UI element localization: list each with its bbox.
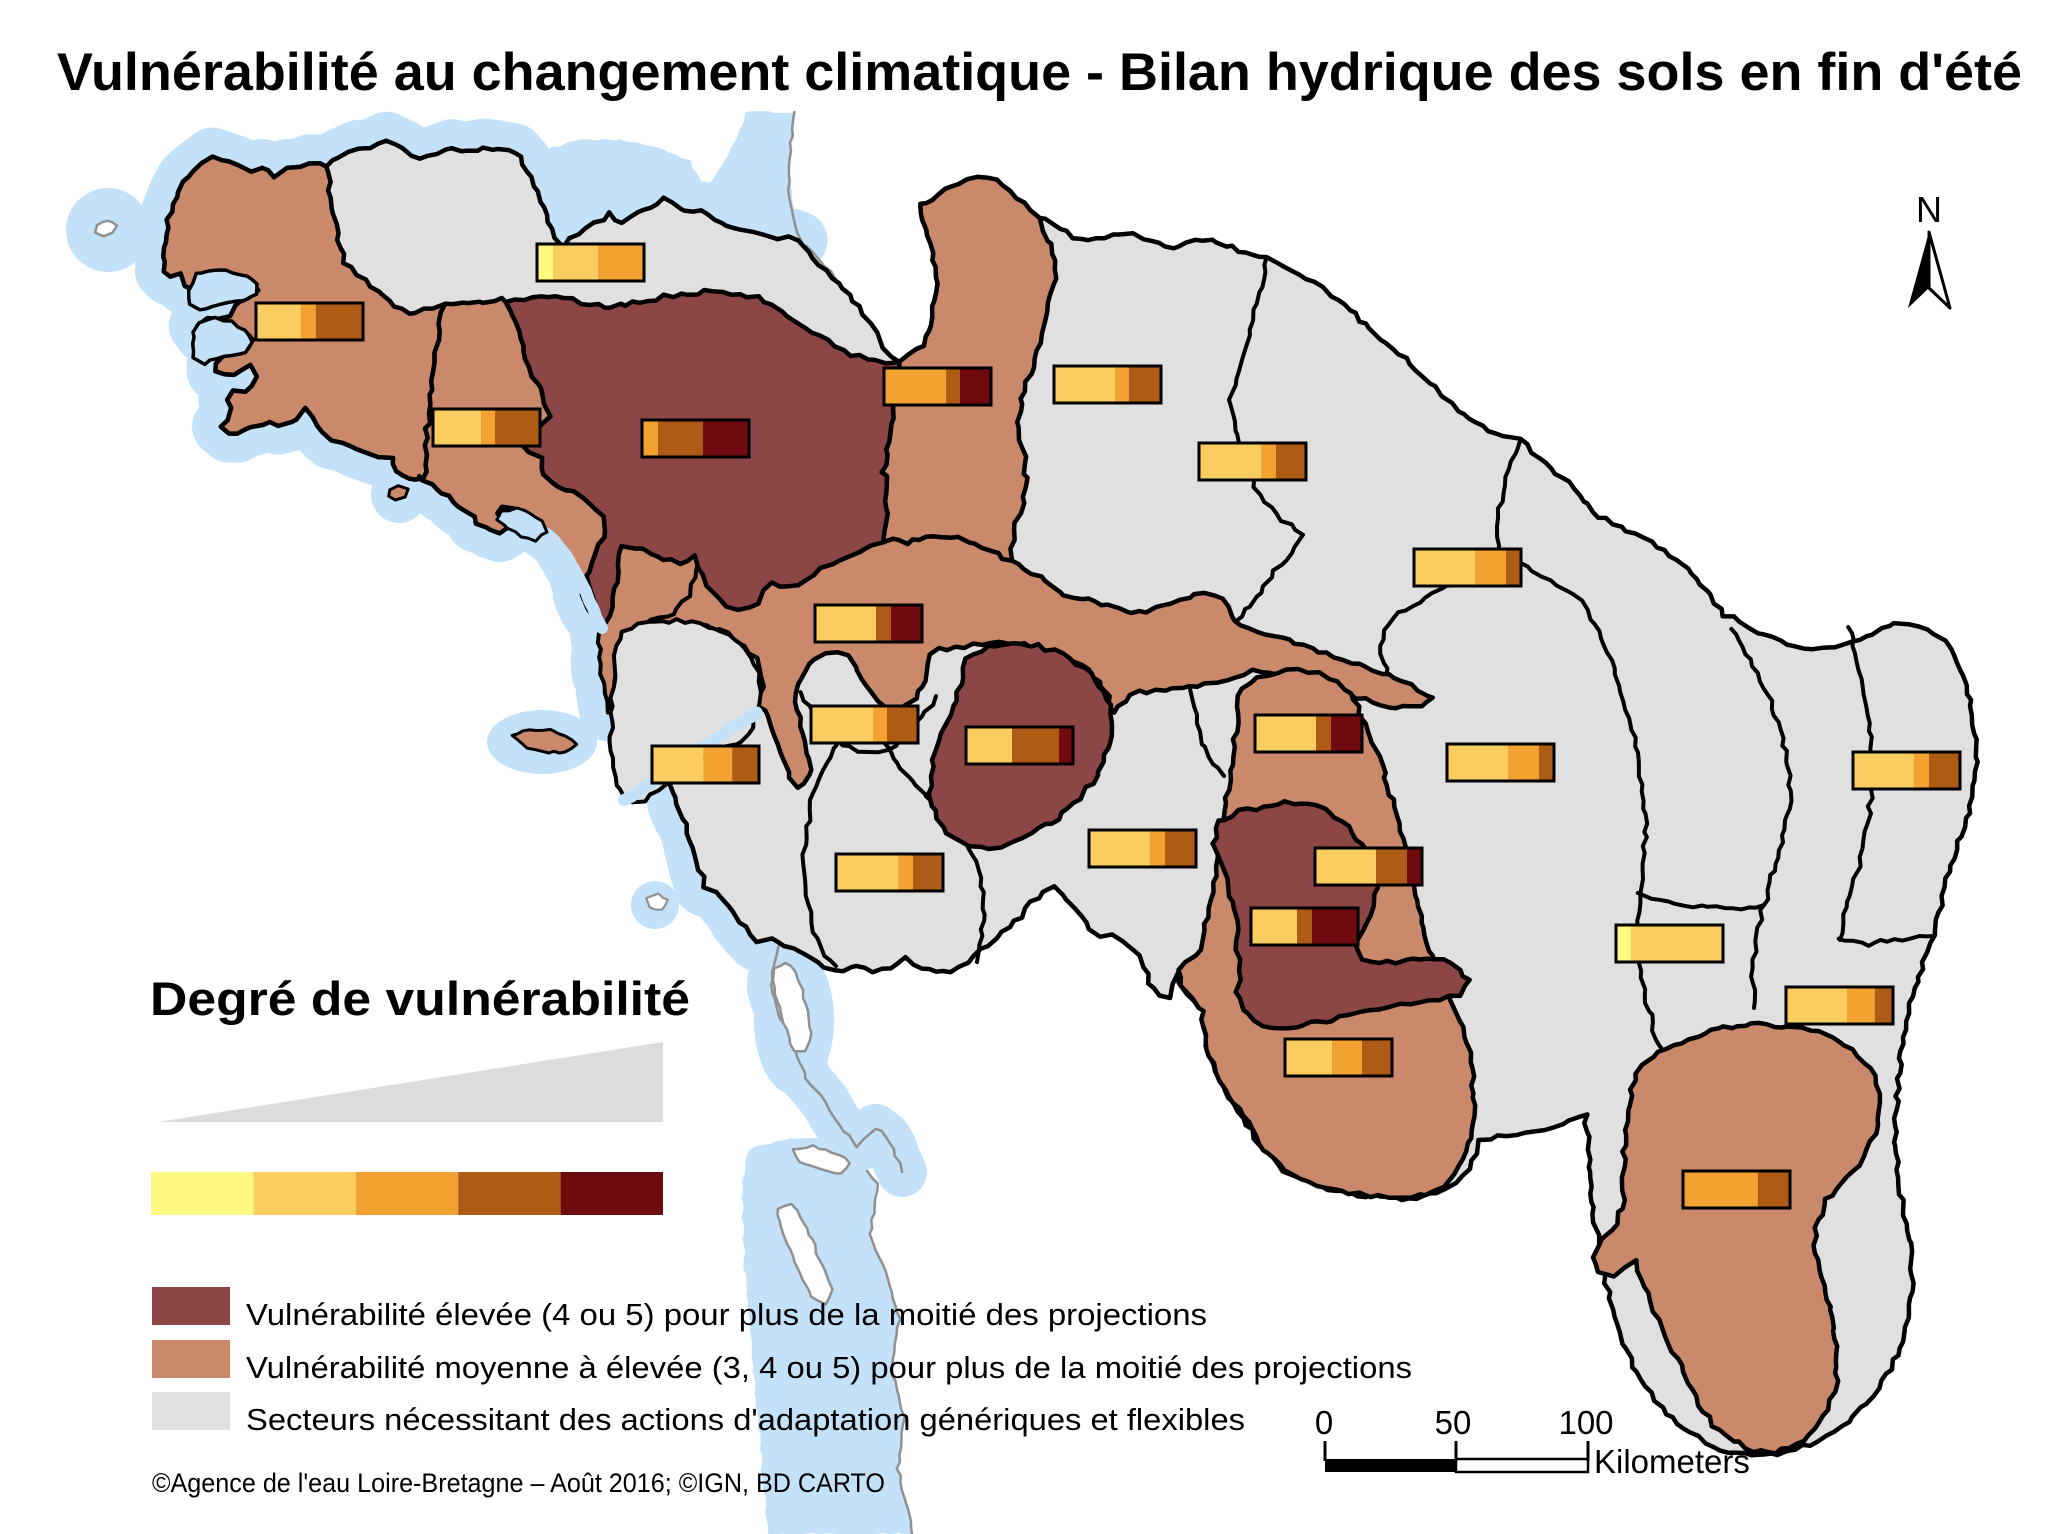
svg-text:Vulnérabilité moyenne à élevée: Vulnérabilité moyenne à élevée (3, 4 ou …: [246, 1350, 1412, 1385]
svg-text:50: 50: [1435, 1404, 1472, 1441]
svg-text:©Agence de l'eau Loire-Bretagn: ©Agence de l'eau Loire-Bretagne – Août 2…: [152, 1468, 885, 1498]
svg-text:Degré de vulnérabilité: Degré de vulnérabilité: [150, 972, 690, 1025]
svg-text:Vulnérabilité élevée (4 ou 5): Vulnérabilité élevée (4 ou 5) pour plus …: [246, 1297, 1207, 1332]
svg-text:Secteurs nécessitant des actio: Secteurs nécessitant des actions d'adapt…: [246, 1402, 1245, 1437]
svg-text:100: 100: [1558, 1404, 1613, 1441]
svg-text:N: N: [1916, 189, 1942, 230]
svg-text:Kilometers: Kilometers: [1594, 1443, 1750, 1480]
svg-text:0: 0: [1315, 1404, 1333, 1441]
svg-text:Vulnérabilité au changement cl: Vulnérabilité au changement climatique -…: [57, 43, 2022, 102]
